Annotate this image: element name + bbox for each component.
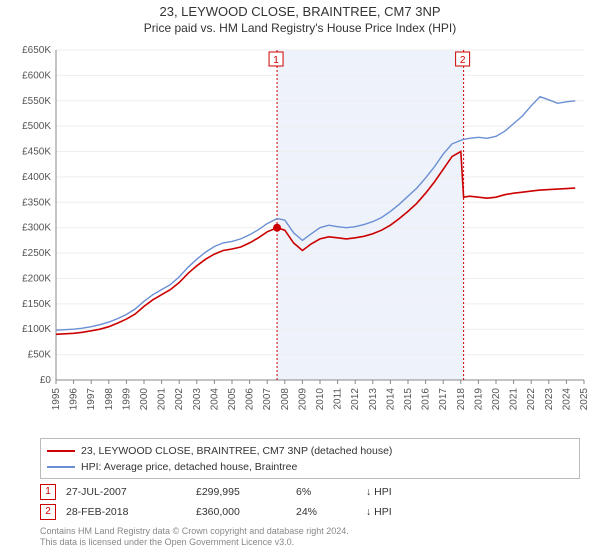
svg-text:2016: 2016 [421, 388, 432, 411]
svg-text:2022: 2022 [526, 388, 537, 411]
svg-text:2018: 2018 [456, 388, 467, 411]
svg-text:£100K: £100K [22, 324, 51, 335]
chart-titles: 23, LEYWOOD CLOSE, BRAINTREE, CM7 3NP Pr… [0, 0, 600, 35]
event-diff: 6% [296, 486, 356, 498]
svg-text:2001: 2001 [157, 388, 168, 411]
event-direction: ↓ HPI [366, 506, 426, 518]
arrow-down-icon: ↓ [366, 486, 371, 498]
svg-text:£500K: £500K [22, 121, 51, 132]
svg-text:2019: 2019 [473, 388, 484, 411]
legend-swatch [47, 466, 75, 468]
footer-line: Contains HM Land Registry data © Crown c… [40, 526, 580, 537]
svg-text:2007: 2007 [262, 388, 273, 411]
svg-text:£250K: £250K [22, 248, 51, 259]
svg-text:2012: 2012 [350, 388, 361, 411]
chart-svg: £0 £50K £100K £150K £200K £250K £300K £350K £400… [8, 44, 592, 424]
svg-text:£350K: £350K [22, 197, 51, 208]
svg-text:£450K: £450K [22, 147, 51, 158]
svg-text:2011: 2011 [333, 388, 344, 410]
svg-text:2024: 2024 [561, 388, 572, 411]
svg-text:1997: 1997 [86, 388, 97, 411]
legend-label: HPI: Average price, detached house, Brai… [81, 461, 297, 473]
svg-text:2014: 2014 [385, 388, 396, 411]
event-direction: ↓ HPI [366, 486, 426, 498]
svg-text:£550K: £550K [22, 96, 51, 107]
arrow-down-icon: ↓ [366, 506, 371, 518]
svg-text:1: 1 [273, 55, 279, 66]
svg-text:2005: 2005 [227, 388, 238, 411]
svg-text:2009: 2009 [297, 388, 308, 411]
event-diff: 24% [296, 506, 356, 518]
svg-text:2000: 2000 [139, 388, 150, 411]
footer-line: This data is licensed under the Open Gov… [40, 537, 580, 548]
svg-text:2002: 2002 [174, 388, 185, 411]
svg-text:1998: 1998 [104, 388, 115, 411]
svg-text:2006: 2006 [245, 388, 256, 411]
event-row: 2 28-FEB-2018 £360,000 24% ↓ HPI [40, 502, 580, 522]
svg-text:2013: 2013 [368, 388, 379, 411]
svg-text:£300K: £300K [22, 223, 51, 234]
svg-text:2023: 2023 [544, 388, 555, 411]
svg-text:2025: 2025 [579, 388, 590, 411]
footer: Contains HM Land Registry data © Crown c… [40, 526, 580, 549]
svg-text:£50K: £50K [28, 350, 52, 361]
svg-text:2010: 2010 [315, 388, 326, 411]
chart-title: 23, LEYWOOD CLOSE, BRAINTREE, CM7 3NP [0, 4, 600, 19]
svg-text:2021: 2021 [509, 388, 520, 411]
svg-text:2004: 2004 [209, 388, 220, 411]
legend: 23, LEYWOOD CLOSE, BRAINTREE, CM7 3NP (d… [40, 438, 580, 479]
svg-text:£150K: £150K [22, 299, 51, 310]
events-table: 1 27-JUL-2007 £299,995 6% ↓ HPI 2 28-FEB… [40, 482, 580, 522]
svg-text:2008: 2008 [280, 388, 291, 411]
svg-text:1996: 1996 [69, 388, 80, 411]
event-date: 27-JUL-2007 [66, 486, 186, 498]
legend-row: HPI: Average price, detached house, Brai… [47, 459, 573, 475]
svg-text:2015: 2015 [403, 388, 414, 411]
svg-text:2: 2 [460, 55, 466, 66]
svg-text:1995: 1995 [51, 388, 62, 411]
svg-text:£650K: £650K [22, 45, 51, 56]
svg-text:2003: 2003 [192, 388, 203, 411]
svg-text:2017: 2017 [438, 388, 449, 411]
event-price: £360,000 [196, 506, 286, 518]
legend-label: 23, LEYWOOD CLOSE, BRAINTREE, CM7 3NP (d… [81, 445, 392, 457]
svg-text:£400K: £400K [22, 172, 51, 183]
event-marker-icon: 1 [40, 484, 56, 500]
svg-text:£0: £0 [40, 375, 52, 386]
event-price: £299,995 [196, 486, 286, 498]
svg-text:£600K: £600K [22, 70, 51, 81]
event-date: 28-FEB-2018 [66, 506, 186, 518]
chart-subtitle: Price paid vs. HM Land Registry's House … [0, 21, 600, 35]
event-row: 1 27-JUL-2007 £299,995 6% ↓ HPI [40, 482, 580, 502]
svg-text:£200K: £200K [22, 273, 51, 284]
svg-text:2020: 2020 [491, 388, 502, 411]
event-marker-icon: 2 [40, 504, 56, 520]
legend-swatch [47, 450, 75, 452]
svg-text:1999: 1999 [121, 388, 132, 411]
legend-row: 23, LEYWOOD CLOSE, BRAINTREE, CM7 3NP (d… [47, 443, 573, 459]
chart-area: £0 £50K £100K £150K £200K £250K £300K £350K £400… [8, 44, 592, 424]
